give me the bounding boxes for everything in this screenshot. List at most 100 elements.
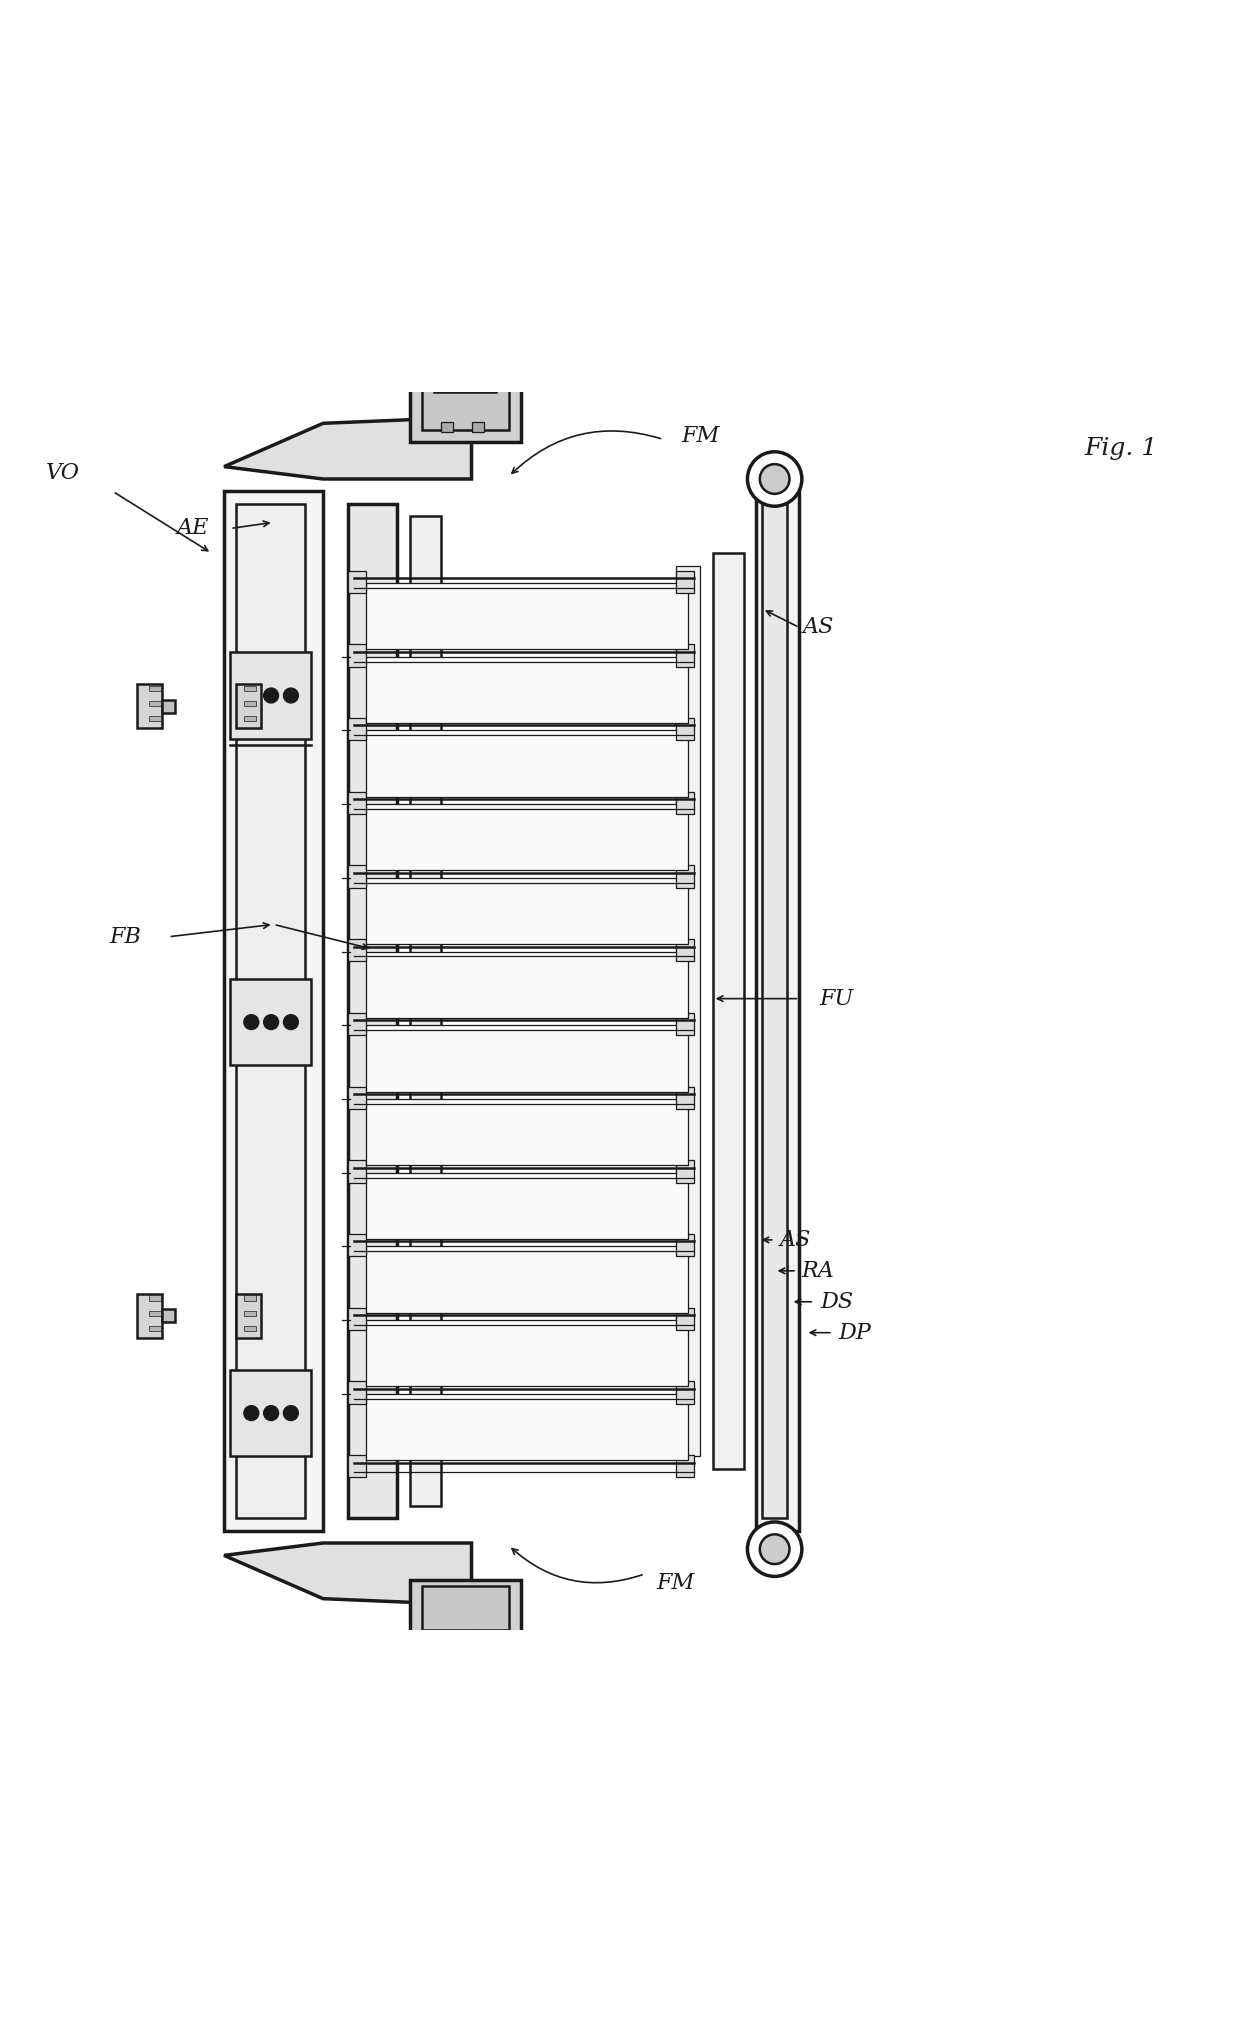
Bar — [471, 423, 484, 433]
Bar — [676, 793, 694, 815]
Text: AS: AS — [802, 617, 833, 639]
Bar — [149, 702, 161, 706]
Bar — [366, 805, 688, 869]
Text: RA: RA — [801, 1260, 835, 1282]
Bar — [347, 1161, 366, 1183]
Bar — [366, 1393, 688, 1460]
Bar — [422, 386, 508, 429]
Bar — [676, 645, 694, 667]
Bar — [347, 1381, 366, 1403]
Bar — [149, 1296, 161, 1300]
Bar — [244, 702, 257, 706]
Text: DP: DP — [838, 1322, 872, 1345]
Text: FM: FM — [656, 1571, 694, 1593]
Bar — [366, 1246, 688, 1312]
Bar — [237, 685, 262, 728]
Bar — [231, 653, 311, 738]
Bar — [149, 1326, 161, 1330]
Text: FM: FM — [681, 425, 719, 447]
Bar — [409, 380, 521, 443]
Text: Fig. 1: Fig. 1 — [1085, 437, 1158, 459]
Circle shape — [748, 451, 802, 506]
Circle shape — [244, 1015, 259, 1029]
Bar — [347, 793, 366, 815]
Bar — [347, 865, 366, 888]
Bar — [676, 1456, 694, 1478]
Bar — [676, 566, 701, 1456]
Bar — [676, 718, 694, 740]
Bar — [676, 570, 694, 592]
Bar — [138, 685, 162, 728]
Bar — [231, 979, 311, 1066]
Bar — [366, 952, 688, 1017]
Bar — [244, 1296, 257, 1300]
Bar — [763, 503, 787, 1519]
Bar — [347, 570, 366, 592]
Bar — [347, 503, 397, 1519]
Bar — [347, 938, 366, 960]
Bar — [231, 1369, 311, 1456]
Bar — [446, 350, 484, 374]
Bar — [422, 1587, 508, 1630]
Bar — [434, 1636, 496, 1666]
Bar — [224, 491, 324, 1531]
Bar — [676, 1161, 694, 1183]
Circle shape — [264, 1405, 279, 1421]
Bar — [149, 1310, 161, 1316]
Bar — [162, 1310, 175, 1322]
Bar — [409, 1579, 521, 1642]
Bar — [676, 938, 694, 960]
Bar — [347, 718, 366, 740]
Bar — [347, 1013, 366, 1035]
Text: FB: FB — [109, 926, 141, 948]
Bar — [366, 1320, 688, 1387]
Circle shape — [748, 1523, 802, 1577]
Circle shape — [264, 1015, 279, 1029]
Bar — [440, 423, 453, 433]
Circle shape — [284, 1405, 299, 1421]
Circle shape — [760, 465, 790, 493]
Bar — [676, 865, 694, 888]
Bar — [756, 491, 800, 1531]
Bar — [434, 362, 496, 392]
Bar — [409, 516, 440, 1506]
Bar — [347, 1233, 366, 1256]
Bar — [149, 685, 161, 692]
Bar — [347, 1456, 366, 1478]
Circle shape — [760, 1535, 790, 1565]
Bar — [713, 554, 744, 1468]
Circle shape — [284, 687, 299, 704]
Bar — [366, 730, 688, 797]
Bar — [237, 1294, 262, 1337]
Bar — [244, 685, 257, 692]
Text: AS: AS — [780, 1229, 811, 1252]
Bar — [366, 1098, 688, 1165]
Bar — [366, 1025, 688, 1092]
Bar — [244, 716, 257, 722]
Bar — [244, 1326, 257, 1330]
Bar — [347, 1308, 366, 1330]
Bar — [347, 1086, 366, 1108]
Bar — [446, 1660, 484, 1684]
Bar — [676, 1013, 694, 1035]
Bar — [440, 1630, 453, 1640]
Bar — [149, 716, 161, 722]
Bar — [162, 700, 175, 712]
Bar — [366, 878, 688, 944]
Text: VO: VO — [46, 461, 81, 483]
Polygon shape — [224, 417, 471, 479]
Text: AE: AE — [177, 518, 210, 540]
Bar — [471, 1630, 484, 1640]
Bar — [366, 657, 688, 724]
Circle shape — [244, 687, 259, 704]
Bar — [366, 582, 688, 649]
Circle shape — [264, 687, 279, 704]
Bar — [366, 1173, 688, 1239]
Bar — [676, 1308, 694, 1330]
Circle shape — [244, 1405, 259, 1421]
Bar — [237, 503, 305, 1519]
Bar — [138, 1294, 162, 1337]
Bar — [676, 1233, 694, 1256]
Bar — [347, 645, 366, 667]
Text: FU: FU — [820, 987, 853, 1009]
